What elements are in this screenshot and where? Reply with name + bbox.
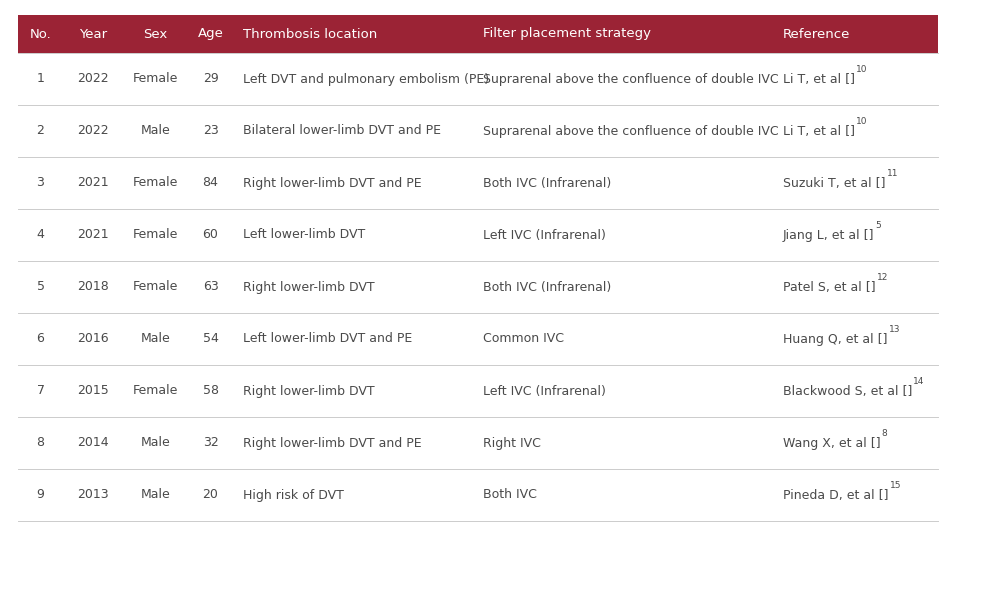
- Text: 5: 5: [876, 221, 881, 230]
- Text: High risk of DVT: High risk of DVT: [243, 488, 344, 502]
- Text: Reference: Reference: [783, 28, 850, 40]
- Text: 15: 15: [890, 481, 901, 490]
- Text: 8: 8: [36, 437, 44, 449]
- Text: Jiang L, et al []: Jiang L, et al []: [783, 229, 874, 241]
- Text: 10: 10: [856, 117, 868, 126]
- Text: 2021: 2021: [77, 229, 109, 241]
- Text: 3: 3: [37, 176, 44, 190]
- Text: Male: Male: [141, 332, 170, 346]
- Text: Female: Female: [133, 229, 178, 241]
- Text: Suprarenal above the confluence of double IVC: Suprarenal above the confluence of doubl…: [483, 73, 779, 85]
- Text: Common IVC: Common IVC: [483, 332, 564, 346]
- Text: 60: 60: [203, 229, 218, 241]
- Text: Male: Male: [141, 488, 170, 502]
- Text: 4: 4: [37, 229, 44, 241]
- Text: 2022: 2022: [77, 124, 109, 137]
- Text: Age: Age: [198, 28, 223, 40]
- Text: Both IVC: Both IVC: [483, 488, 537, 502]
- Text: 84: 84: [203, 176, 218, 190]
- Text: Pineda D, et al []: Pineda D, et al []: [783, 488, 889, 502]
- Text: 9: 9: [37, 488, 44, 502]
- Text: 32: 32: [203, 437, 218, 449]
- Text: Right lower-limb DVT: Right lower-limb DVT: [243, 280, 375, 293]
- Text: Bilateral lower-limb DVT and PE: Bilateral lower-limb DVT and PE: [243, 124, 441, 137]
- Text: Female: Female: [133, 73, 178, 85]
- Text: 20: 20: [203, 488, 218, 502]
- Text: 1: 1: [37, 73, 44, 85]
- Text: Filter placement strategy: Filter placement strategy: [483, 28, 651, 40]
- Text: 2018: 2018: [77, 280, 109, 293]
- Text: Sex: Sex: [143, 28, 168, 40]
- Text: 13: 13: [889, 325, 900, 334]
- Text: Male: Male: [141, 124, 170, 137]
- Text: 2022: 2022: [77, 73, 109, 85]
- Text: Female: Female: [133, 280, 178, 293]
- Text: Suzuki T, et al []: Suzuki T, et al []: [783, 176, 886, 190]
- Text: Left DVT and pulmonary embolism (PE): Left DVT and pulmonary embolism (PE): [243, 73, 489, 85]
- Text: No.: No.: [30, 28, 51, 40]
- Text: Li T, et al []: Li T, et al []: [783, 124, 855, 137]
- Text: 58: 58: [202, 385, 218, 397]
- Bar: [18, 15, 938, 53]
- Text: Wang X, et al []: Wang X, et al []: [783, 437, 881, 449]
- Text: Left lower-limb DVT: Left lower-limb DVT: [243, 229, 365, 241]
- Text: 2: 2: [37, 124, 44, 137]
- Text: 6: 6: [37, 332, 44, 346]
- Text: Right IVC: Right IVC: [483, 437, 541, 449]
- Text: Male: Male: [141, 437, 170, 449]
- Text: Thrombosis location: Thrombosis location: [243, 28, 377, 40]
- Text: 29: 29: [203, 73, 218, 85]
- Text: 8: 8: [882, 429, 887, 438]
- Text: Left lower-limb DVT and PE: Left lower-limb DVT and PE: [243, 332, 412, 346]
- Text: Left IVC (Infrarenal): Left IVC (Infrarenal): [483, 385, 606, 397]
- Text: Patel S, et al []: Patel S, et al []: [783, 280, 876, 293]
- Text: 12: 12: [877, 273, 888, 282]
- Text: Left IVC (Infrarenal): Left IVC (Infrarenal): [483, 229, 606, 241]
- Text: 23: 23: [203, 124, 218, 137]
- Text: Suprarenal above the confluence of double IVC: Suprarenal above the confluence of doubl…: [483, 124, 779, 137]
- Text: Blackwood S, et al []: Blackwood S, et al []: [783, 385, 912, 397]
- Text: 11: 11: [887, 169, 898, 178]
- Text: 63: 63: [203, 280, 218, 293]
- Text: 2015: 2015: [77, 385, 109, 397]
- Text: 10: 10: [856, 65, 868, 74]
- Text: Year: Year: [79, 28, 107, 40]
- Text: Right lower-limb DVT: Right lower-limb DVT: [243, 385, 375, 397]
- Text: Right lower-limb DVT and PE: Right lower-limb DVT and PE: [243, 437, 422, 449]
- Text: Female: Female: [133, 176, 178, 190]
- Text: 5: 5: [36, 280, 44, 293]
- Text: 2016: 2016: [77, 332, 109, 346]
- Text: Female: Female: [133, 385, 178, 397]
- Text: 2021: 2021: [77, 176, 109, 190]
- Text: Huang Q, et al []: Huang Q, et al []: [783, 332, 888, 346]
- Text: 2014: 2014: [77, 437, 109, 449]
- Text: 7: 7: [36, 385, 44, 397]
- Text: Li T, et al []: Li T, et al []: [783, 73, 855, 85]
- Text: 54: 54: [203, 332, 218, 346]
- Text: Both IVC (Infrarenal): Both IVC (Infrarenal): [483, 176, 611, 190]
- Text: 2013: 2013: [77, 488, 109, 502]
- Text: Both IVC (Infrarenal): Both IVC (Infrarenal): [483, 280, 611, 293]
- Text: Right lower-limb DVT and PE: Right lower-limb DVT and PE: [243, 176, 422, 190]
- Text: 14: 14: [913, 377, 925, 386]
